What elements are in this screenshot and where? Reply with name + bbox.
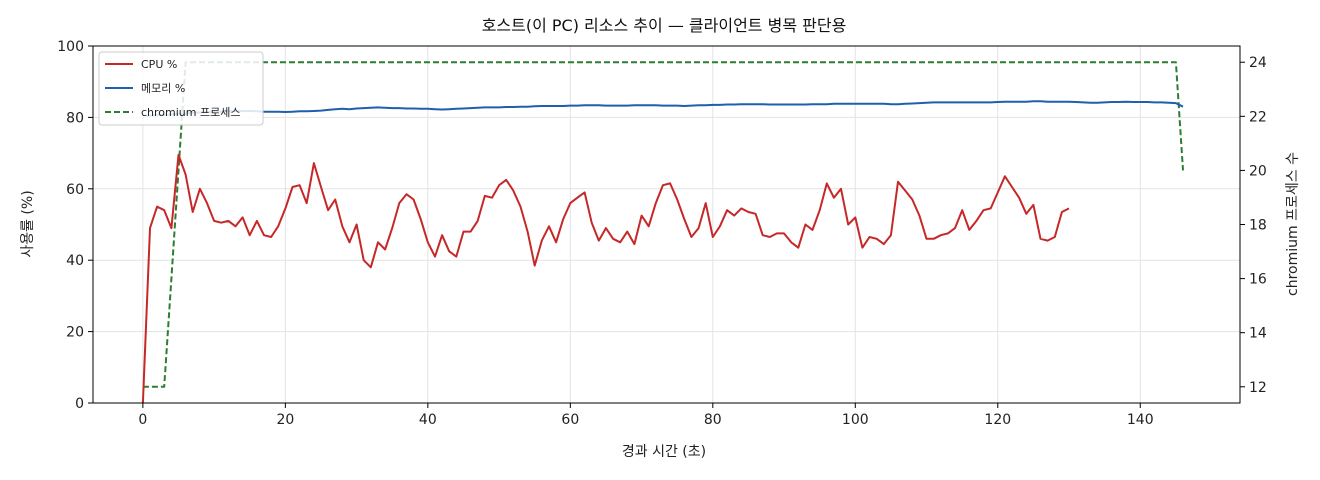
x-tick-label: 80 bbox=[704, 412, 722, 428]
x-axis: 0 20 40 60 80 100 120 140 bbox=[138, 403, 1154, 428]
y-tick-label: 40 bbox=[66, 253, 84, 269]
x-axis-label: 경과 시간 (초) bbox=[622, 444, 706, 460]
y2-tick-label: 22 bbox=[1249, 109, 1267, 125]
y-tick-label: 100 bbox=[57, 39, 84, 55]
x-tick-label: 120 bbox=[984, 412, 1011, 428]
series-layer bbox=[141, 61, 1184, 404]
y2-tick-label: 12 bbox=[1249, 380, 1267, 396]
y2-tick-label: 24 bbox=[1249, 55, 1267, 71]
legend-box bbox=[98, 51, 264, 126]
legend-label: chromium 프로세스 bbox=[141, 106, 240, 119]
x-tick-label: 60 bbox=[561, 412, 579, 428]
x-tick-label: 0 bbox=[138, 412, 147, 428]
y-tick-label: 80 bbox=[66, 110, 84, 126]
series-line-1 bbox=[142, 100, 1184, 117]
legend-label: CPU % bbox=[141, 58, 177, 71]
y-tick-label: 0 bbox=[75, 396, 84, 412]
x-tick-label: 100 bbox=[842, 412, 869, 428]
legend: CPU % 메모리 % chromium 프로세스 bbox=[98, 51, 264, 126]
y2-axis-label: chromium 프로세스 수 bbox=[1285, 152, 1301, 296]
x-tick-label: 140 bbox=[1127, 412, 1154, 428]
x-tick-label: 40 bbox=[419, 412, 437, 428]
y-tick-label: 60 bbox=[66, 182, 84, 198]
series-line-0 bbox=[141, 153, 1070, 404]
y2-tick-label: 18 bbox=[1249, 218, 1267, 234]
chart-title: 호스트(이 PC) 리소스 추이 — 클라이언트 병목 판단용 bbox=[482, 16, 847, 35]
y2-tick-label: 20 bbox=[1249, 163, 1267, 179]
y-tick-label: 20 bbox=[66, 325, 84, 341]
y-axis-left: 0 20 40 60 80 100 bbox=[57, 39, 93, 412]
y2-tick-label: 14 bbox=[1249, 326, 1267, 342]
x-tick-label: 20 bbox=[276, 412, 294, 428]
y2-tick-label: 16 bbox=[1249, 272, 1267, 288]
plot-frame bbox=[92, 45, 1241, 404]
y-axis-right: 12 14 16 18 20 22 24 bbox=[1240, 55, 1267, 396]
grid-lines bbox=[93, 45, 1240, 404]
series-line-2 bbox=[142, 61, 1184, 388]
y-axis-label: 사용률 (%) bbox=[20, 190, 36, 257]
legend-label: 메모리 % bbox=[141, 82, 185, 95]
